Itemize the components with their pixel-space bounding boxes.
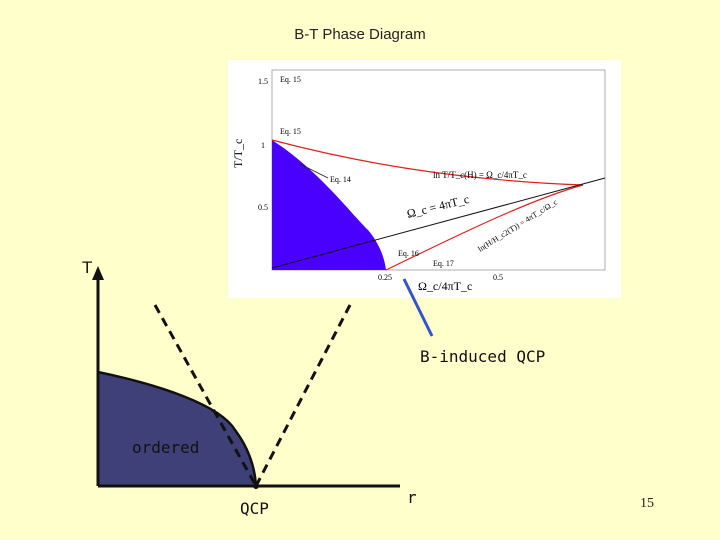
- inset-ytick: 0.5: [258, 203, 268, 212]
- inset-eq14-arrow: [299, 163, 329, 179]
- b-induced-arrow: [402, 278, 434, 337]
- slide-title: B-T Phase Diagram: [294, 26, 426, 43]
- inset-ordered-region: [272, 140, 386, 270]
- inset-annotation: Eq. 17: [433, 259, 454, 268]
- sketch-ordered-region: [98, 372, 256, 486]
- inset-xtick: 0.25: [378, 273, 392, 282]
- inset-ytick: 1.5: [258, 77, 268, 86]
- inset-plot: T/T_c Ω_c/4πT_c 1.5 1 0.5 0.25 0.5 Eq. 1…: [231, 69, 606, 293]
- inset-annotation: Eq. 15: [280, 127, 301, 136]
- ordered-label: ordered: [132, 438, 200, 457]
- inset-ytick: 1: [261, 141, 265, 150]
- inset-xtick: 0.5: [493, 273, 503, 282]
- inset-annotation: Eq. 15: [280, 75, 301, 84]
- inset-annotation: ln T/T_c(H) = Ω_c/4πT_c: [433, 170, 527, 180]
- page-number: 15: [640, 496, 654, 511]
- qcp-label: QCP: [240, 499, 269, 518]
- qcp-point: [253, 483, 259, 489]
- inset-black-line: [271, 177, 606, 269]
- inset-xlabel: Ω_c/4πT_c: [418, 279, 472, 293]
- inset-plot-panel: T/T_c Ω_c/4πT_c 1.5 1 0.5 0.25 0.5 Eq. 1…: [228, 60, 621, 298]
- sketch-dashed-line-left: [153, 304, 258, 487]
- sketch-phase-boundary: [97, 370, 258, 487]
- inset-annotation: Eq. 16: [398, 249, 419, 258]
- inset-red-curve-upper: [271, 139, 584, 186]
- t-axis-arrowhead: [92, 266, 104, 280]
- inset-annotation: Eq. 14: [330, 175, 351, 184]
- t-axis-label: T: [82, 258, 93, 277]
- inset-ylabel: T/T_c: [231, 139, 245, 168]
- r-axis-label: r: [407, 488, 417, 507]
- sketch-dashed-line-right: [254, 304, 352, 487]
- b-induced-qcp-label: B-induced QCP: [420, 347, 546, 366]
- inset-red-curve-lower: [385, 184, 584, 271]
